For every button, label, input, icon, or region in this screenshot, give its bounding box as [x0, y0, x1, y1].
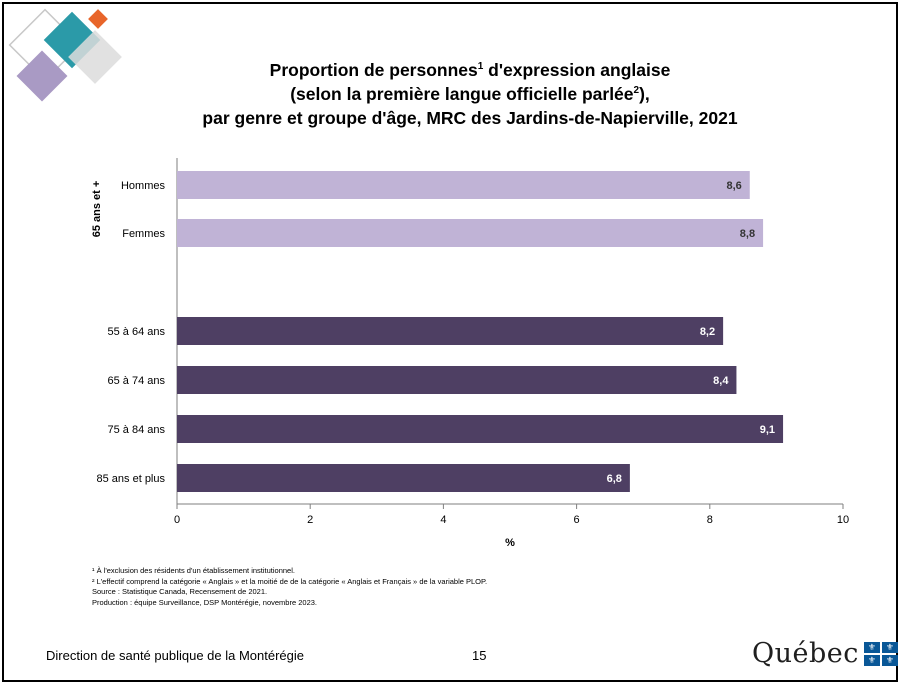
decorative-diamonds — [8, 8, 122, 102]
data-label: 8,8 — [740, 228, 755, 240]
bar — [177, 464, 630, 492]
data-label: 8,2 — [700, 326, 715, 338]
footnote-source: Source : Statistique Canada, Recensement… — [92, 587, 268, 596]
chart-title: Proportion de personnes1 d'expression an… — [202, 60, 738, 128]
footnote-1: ¹ À l'exclusion des résidents d'un établ… — [92, 566, 295, 575]
data-label: 9,1 — [760, 424, 775, 436]
page-number: 15 — [472, 648, 487, 663]
quebec-logo: Québec ⚜ ⚜ ⚜ ⚜ — [752, 638, 898, 669]
bar — [177, 219, 764, 247]
bar — [177, 171, 750, 199]
x-tick-label: 8 — [707, 514, 713, 526]
deco-purple-diamond — [16, 50, 68, 102]
x-tick-label: 2 — [307, 514, 313, 526]
category-label: 75 à 84 ans — [108, 424, 166, 436]
x-axis-label: % — [505, 537, 515, 549]
deco-orange-diamond — [88, 9, 108, 29]
category-label: 85 ans et plus — [97, 473, 166, 485]
footnote-production: Production : équipe Surveillance, DSP Mo… — [92, 597, 317, 607]
bar — [177, 415, 784, 443]
bar — [177, 366, 737, 394]
data-label: 8,6 — [726, 180, 741, 192]
x-tick-label: 0 — [174, 514, 180, 526]
category-label: Hommes — [121, 180, 166, 192]
category-label: Femmes — [122, 228, 165, 240]
fleur-de-lis-flag-icon: ⚜ ⚜ ⚜ ⚜ — [863, 641, 898, 666]
bar — [177, 317, 724, 345]
data-label: 8,4 — [713, 375, 729, 387]
x-tick-label: 6 — [574, 514, 580, 526]
data-label: 6,8 — [607, 473, 622, 485]
footnote-2: ² L'effectif comprend la catégorie « Ang… — [92, 576, 488, 586]
group-label: 65 ans et + — [91, 181, 103, 238]
x-tick-label: 10 — [837, 514, 849, 526]
deco-grey-diamond — [68, 30, 122, 84]
x-tick-label: 4 — [440, 514, 446, 526]
footer-organization: Direction de santé publique de la Montér… — [46, 648, 305, 663]
category-label: 65 à 74 ans — [108, 375, 166, 387]
logo-text: Québec — [752, 638, 859, 669]
footnotes: ¹ À l'exclusion des résidents d'un établ… — [92, 566, 487, 608]
category-label: 55 à 64 ans — [108, 326, 166, 338]
